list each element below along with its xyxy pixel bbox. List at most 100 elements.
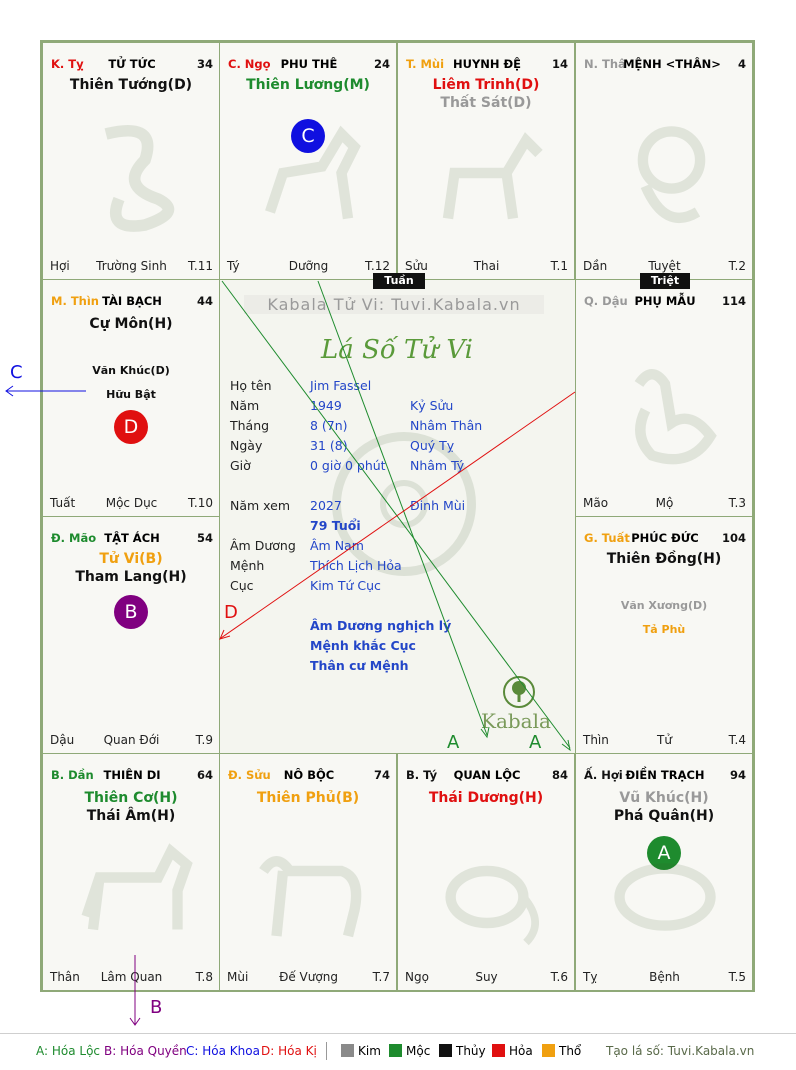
minor-star-1: Văn Khúc(D) [92, 364, 170, 377]
label-am-duong: Âm Dương [230, 538, 296, 553]
label-month: Tháng [230, 418, 270, 433]
snake-icon [104, 124, 175, 232]
foot-center: Bệnh [649, 970, 680, 984]
foot-left: Thân [50, 970, 80, 984]
arrow-head-c [5, 385, 14, 397]
foot-left: Mùi [227, 970, 249, 984]
legend-site-link[interactable]: Tạo lá số: Tuvi.Kabala.vn [606, 1044, 755, 1058]
arrow-label-d: D [224, 602, 238, 623]
label-day: Ngày [230, 438, 263, 453]
branch-label: T. Mùi [406, 57, 445, 71]
hoa-loc-badge: A [647, 836, 681, 870]
age-number: 84 [551, 768, 568, 782]
foot-center: Lâm Quan [100, 970, 163, 984]
house-name: PHU THÊ [280, 57, 338, 71]
foot-center: Đế Vượng [279, 970, 338, 984]
foot-right: T.1 [550, 259, 568, 273]
branch-label: Q. Dậu [584, 294, 628, 308]
main-star-2: Phá Quân(H) [613, 808, 715, 824]
palace-mui: T. Mùi HUYNH ĐỆ 14 Liêm Trinh(D) Thất Sát(… [397, 42, 575, 280]
note-3: Thân cư Mệnh [310, 658, 409, 673]
age-number: 14 [551, 57, 568, 71]
house-name: PHÚC ĐỨC [631, 531, 699, 545]
foot-right: T.5 [728, 970, 746, 984]
value-view-year-canchi: Đinh Mùi [410, 498, 466, 513]
legend-hoa: Hỏa [509, 1044, 533, 1058]
main-star-2: Tham Lang(H) [75, 569, 187, 585]
value-cuc: Kim Tứ Cục [310, 578, 381, 593]
foot-center: Trường Sinh [96, 259, 167, 273]
age-number: 44 [196, 294, 213, 308]
legend-hoa-khoa: C: Hóa Khoa [186, 1044, 260, 1058]
house-name: ĐIỀN TRẠCH [625, 768, 705, 782]
age-number: 4 [737, 57, 746, 71]
main-star: Thiên Đồng(H) [606, 551, 722, 567]
legend-thuy: Thủy [456, 1044, 486, 1058]
label-hour: Giờ [230, 458, 251, 473]
foot-left: Tỵ [583, 970, 598, 984]
palace-ngo: C. Ngọ PHU THÊ 24 Thiên Lương(M) C Tý Dưỡng… [219, 42, 397, 280]
house-name: TẬT ÁCH [104, 531, 160, 545]
foot-right: T.6 [550, 970, 568, 984]
palace-tuat: G. Tuất PHÚC ĐỨC 104 Thiên Đồng(H) Văn Xươ… [575, 516, 753, 754]
main-star: Thiên Phủ(B) [256, 790, 360, 806]
foot-right: T.12 [365, 259, 390, 273]
note-2: Mệnh khắc Cục [310, 638, 416, 653]
foot-right: T.3 [728, 496, 746, 510]
minor-star-2: Tả Phù [642, 623, 686, 636]
kabala-tree-icon [503, 676, 535, 708]
branch-label: B. Tý [406, 768, 438, 782]
value-name: Jim Fassel [310, 378, 372, 393]
hoa-ki-badge: D [114, 410, 148, 444]
main-star: Cự Môn(H) [89, 316, 173, 332]
house-name: THIÊN DI [103, 768, 161, 782]
arrow-label-b: B [150, 997, 163, 1018]
hoa-khoa-badge: C [291, 119, 325, 153]
main-star: Thái Dương(H) [428, 790, 544, 806]
foot-left: Dần [583, 259, 608, 273]
arrow-head-b [129, 1017, 141, 1026]
label-cuc: Cục [230, 578, 254, 593]
main-star-2: Thất Sát(D) [440, 95, 532, 111]
age-number: 64 [196, 768, 213, 782]
foot-center: Tử [657, 733, 672, 747]
main-star-2: Thái Âm(H) [86, 808, 176, 824]
pig-icon [614, 863, 716, 931]
label-view-year: Năm xem [230, 498, 291, 513]
horse-icon [265, 125, 361, 220]
house-name: TÀI BẠCH [102, 294, 162, 308]
value-am-duong: Âm Nam [310, 538, 364, 553]
tho-swatch [542, 1044, 555, 1057]
value-menh: Thích Lịch Hỏa [310, 558, 402, 573]
main-star: Thiên Tướng(D) [69, 77, 193, 93]
arrow-label-c: C [10, 362, 23, 383]
branch-label: G. Tuất [584, 531, 630, 545]
foot-center: Mộ [655, 496, 674, 510]
value-age: 79 Tuổi [310, 518, 361, 533]
palace-suu: Đ. Sửu NÔ BỘC 74 Thiên Phủ(B) Mùi Đế Vượng T… [219, 753, 397, 991]
rat-icon [445, 865, 539, 946]
chart-title: Lá Số Tử Vi [320, 335, 473, 365]
foot-center: Thai [473, 259, 500, 273]
foot-right: T.9 [195, 733, 213, 747]
branch-label: B. Dần [51, 768, 94, 782]
foot-center: Dưỡng [288, 259, 329, 273]
foot-left: Ngọ [405, 970, 429, 984]
legend-divider [326, 1042, 327, 1060]
label-menh: Mệnh [230, 558, 265, 573]
value-year-canchi: Kỷ Sửu [410, 398, 454, 413]
house-name: MỆNH <THÂN> [623, 57, 721, 71]
foot-right: T.4 [728, 733, 746, 747]
value-hour: 0 giờ 0 phút [310, 458, 386, 473]
foot-center: Tuyệt [648, 259, 681, 273]
tiger-icon [81, 843, 193, 931]
rooster-icon [634, 369, 717, 465]
value-day: 31 (8) [310, 438, 348, 453]
label-name: Họ tên [230, 378, 272, 393]
house-name: NÔ BỘC [283, 768, 335, 782]
monkey-icon [637, 126, 706, 223]
house-name: QUAN LỘC [453, 768, 521, 782]
foot-left: Dậu [50, 733, 75, 747]
foot-left: Tuất [50, 496, 76, 510]
hoa-swatch [492, 1044, 505, 1057]
